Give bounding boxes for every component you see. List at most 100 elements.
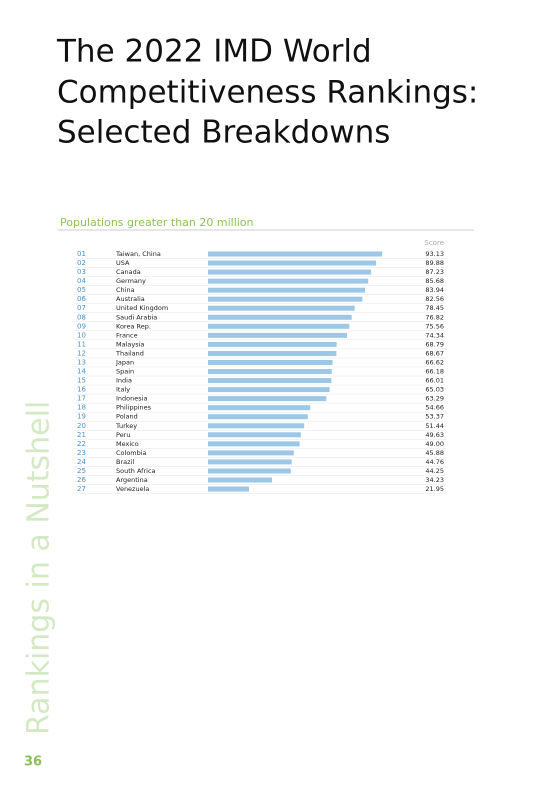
rank: 18 [77,404,86,412]
rank: 03 [77,268,86,276]
country: Venezuela [116,485,149,493]
country: USA [116,259,130,267]
bar [208,477,273,483]
value-label: 75.56 [425,322,444,330]
rank: 27 [77,485,86,493]
rank: 02 [77,259,86,267]
country: Indonesia [116,395,147,403]
rank: 21 [77,431,86,439]
value-label: 93.13 [425,250,444,258]
value-label: 54.66 [425,404,444,412]
rank: 05 [77,286,86,294]
value-label: 85.68 [425,277,444,285]
country: Italy [116,386,130,394]
country: Brazil [116,458,134,466]
bar [208,414,308,420]
rank: 15 [77,377,86,385]
rank: 04 [77,277,86,285]
value-label: 87.23 [425,268,444,276]
rank: 07 [77,304,86,312]
value-label: 65.03 [425,386,444,394]
title-line: Competitiveness Rankings: [57,75,478,111]
bar [208,432,301,438]
bar [208,405,311,411]
page-number: 36 [24,755,42,770]
bar [208,441,300,447]
value-label: 63.29 [425,395,444,403]
country: Mexico [116,440,139,448]
country: Spain [116,368,134,376]
country: Saudi Arabia [116,313,157,321]
country: Australia [116,295,145,303]
value-label: 66.01 [425,377,444,385]
rank: 14 [77,368,86,376]
country: Philippines [116,404,152,412]
value-label: 82.56 [425,295,444,303]
country: Korea Rep. [116,322,151,330]
rank: 25 [77,467,86,475]
value-label: 49.00 [425,440,444,448]
bar [208,341,337,347]
bar [208,260,377,266]
bar [208,332,348,338]
value-label: 68.79 [425,340,444,348]
bar [208,468,291,474]
bar [208,314,352,320]
value-header: Score [424,239,444,247]
value-label: 34.23 [425,476,444,484]
bar [208,359,333,365]
country: France [116,331,138,339]
value-label: 83.94 [425,286,444,294]
bar [208,287,365,293]
rank: 08 [77,313,86,321]
country: India [116,377,132,385]
value-label: 78.45 [425,304,444,312]
bar [208,459,292,465]
country: Malaysia [116,340,144,348]
rank: 10 [77,331,86,339]
bar [208,350,337,356]
country: Germany [116,277,146,285]
rank: 01 [77,250,86,258]
value-label: 45.88 [425,449,444,457]
country: Argentina [116,476,148,484]
country: South Africa [116,467,156,475]
bar [208,378,332,384]
bar [208,387,330,393]
bar [208,305,355,311]
rank: 09 [77,322,86,330]
bar [208,251,383,257]
side-label: Rankings in a Nutshell [22,401,57,735]
rank: 19 [77,413,86,421]
value-label: 68.67 [425,349,444,357]
value-label: 66.62 [425,358,444,366]
value-label: 49.63 [425,431,444,439]
rank: 20 [77,422,86,430]
bar [208,450,294,456]
bar [208,269,372,275]
rank: 23 [77,449,86,457]
rank: 16 [77,386,86,394]
value-label: 74.34 [425,331,444,339]
country: China [116,286,135,294]
country: Peru [116,431,130,439]
value-label: 89.88 [425,259,444,267]
country: Thailand [115,349,144,357]
title-line: Selected Breakdowns [57,115,390,151]
country: Turkey [115,422,137,430]
value-label: 44.76 [425,458,444,466]
rank: 17 [77,395,86,403]
country: Poland [116,413,138,421]
rank: 22 [77,440,86,448]
rank: 24 [77,458,86,466]
rank: 11 [77,340,86,348]
bar [208,296,363,302]
bar [208,486,250,492]
value-label: 66.18 [425,368,444,376]
country: Colombia [116,449,147,457]
bar [208,396,327,402]
title-line: The 2022 IMD World [56,34,372,70]
rank: 12 [77,349,86,357]
rank: 06 [77,295,86,303]
